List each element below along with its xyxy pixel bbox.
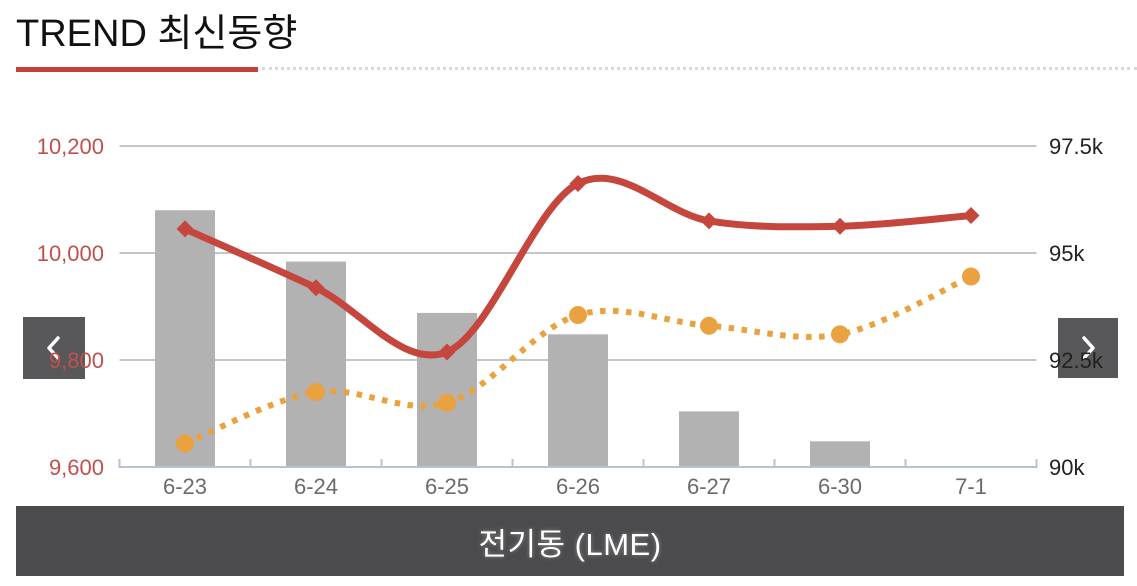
- diamond-marker-6-24: [307, 279, 325, 297]
- x-axis-tick-label: 6-27: [687, 474, 731, 499]
- bar-6-30: [810, 441, 870, 466]
- circle-marker-6-24: [307, 383, 325, 402]
- carousel-prev-button[interactable]: [23, 317, 85, 379]
- diamond-marker-6-30: [831, 217, 849, 235]
- x-axis-tick-label: 7-1: [955, 474, 987, 499]
- bar-6-24: [286, 261, 346, 466]
- x-axis-tick-label: 6-25: [425, 474, 469, 499]
- diamond-marker-7-1: [962, 207, 980, 225]
- diamond-marker-6-26: [569, 174, 587, 192]
- chart-canvas: 10,20010,0009,8009,60097.5k95k92.5k90k6-…: [37, 134, 1104, 499]
- circle-marker-6-27: [700, 316, 718, 335]
- circle-marker-6-30: [831, 325, 849, 344]
- page-title: TREND 최신동향: [16, 13, 298, 55]
- left-axis-tick-label: 9,600: [49, 455, 104, 480]
- title-underline-accent: [16, 67, 258, 72]
- diamond-marker-6-23: [176, 220, 194, 238]
- title-underline-dotted: [262, 67, 1137, 70]
- left-axis-tick-label: 10,000: [37, 241, 104, 266]
- x-axis-tick-label: 6-23: [163, 474, 207, 499]
- circle-marker-6-26: [569, 306, 587, 325]
- red-solid-line: [183, 174, 972, 359]
- bar-6-23: [155, 210, 215, 466]
- chevron-right-icon: [1082, 336, 1095, 360]
- orange-dotted-line: [183, 273, 973, 447]
- bar-6-27: [679, 411, 739, 466]
- carousel-next-button[interactable]: [1058, 318, 1118, 378]
- x-axis-tick-label: 6-26: [556, 474, 600, 499]
- x-axis-tick-label: 6-24: [294, 474, 338, 499]
- diamond-marker-6-27: [700, 212, 718, 230]
- bar-6-26: [548, 334, 608, 466]
- x-axis-tick-label: 6-30: [818, 474, 862, 499]
- chart-footer-label: 전기동 (LME): [478, 526, 662, 562]
- diamond-marker-6-25: [438, 343, 456, 361]
- chart-footer-bar: 전기동 (LME): [16, 506, 1124, 576]
- right-axis-tick-label: 90k: [1049, 455, 1085, 480]
- circle-marker-6-23: [176, 434, 194, 453]
- right-axis-tick-label: 97.5k: [1049, 134, 1104, 159]
- circle-marker-7-1: [962, 267, 980, 286]
- left-axis-tick-label: 10,200: [37, 134, 104, 159]
- bar-6-25: [417, 312, 477, 466]
- chevron-left-icon: [47, 336, 60, 360]
- circle-marker-6-25: [438, 393, 456, 412]
- right-axis-tick-label: 95k: [1049, 241, 1085, 266]
